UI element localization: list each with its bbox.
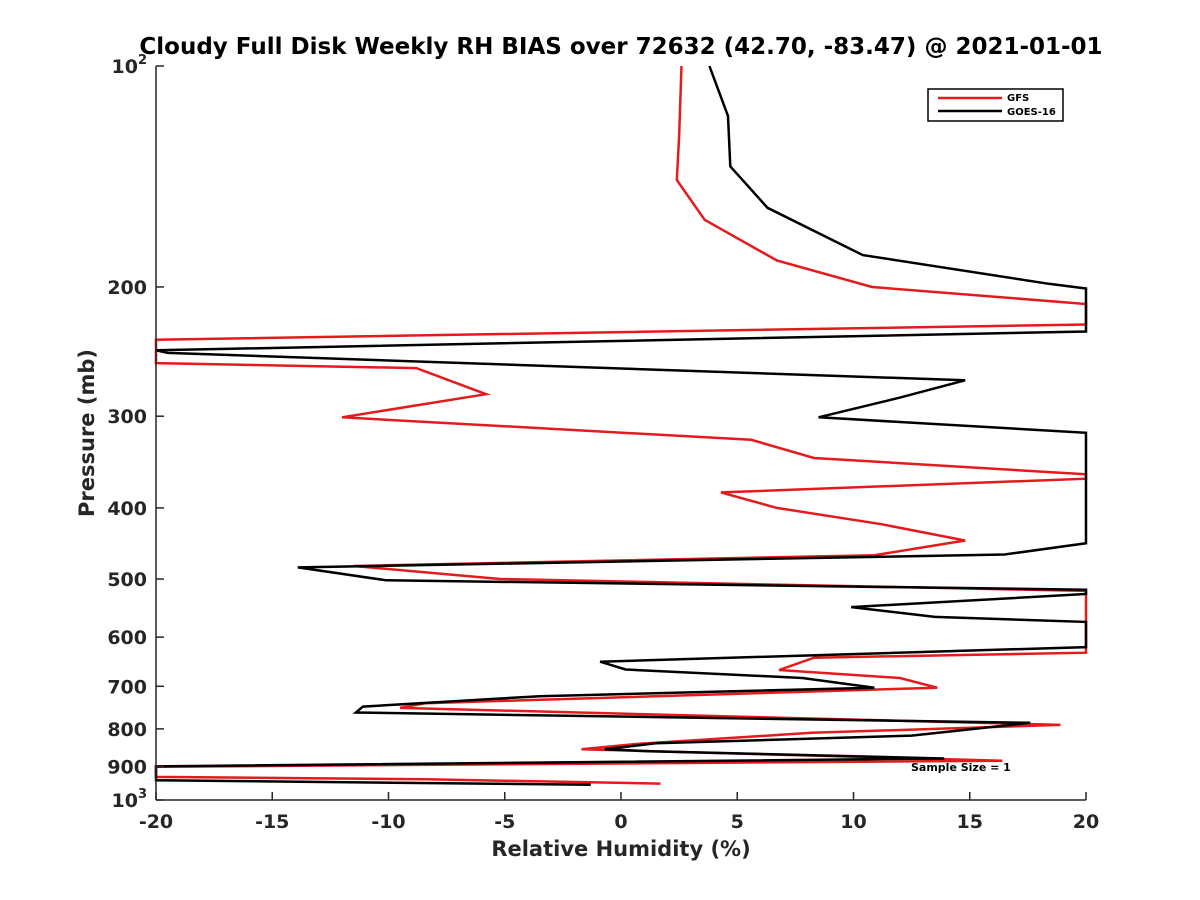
- sample-size-annotation: Sample Size = 1: [911, 761, 1011, 774]
- x-axis-ticks: -20 -15 -10 -5 0 5 10 15 20: [139, 792, 1099, 833]
- y-tick-label: 200: [107, 277, 147, 299]
- legend: GFS GOES-16: [927, 88, 1064, 122]
- y-tick-label: 102: [112, 53, 148, 78]
- series-line-goes16: [154, 65, 1088, 786]
- y-tick-label: 600: [107, 627, 147, 649]
- chart-title: Cloudy Full Disk Weekly RH BIAS over 726…: [139, 34, 1102, 60]
- y-tick-label: 900: [107, 756, 147, 778]
- series-layer: [154, 65, 1088, 786]
- y-axis-ticks: 102 200 300 400 500 600 700 800 900 103: [107, 53, 164, 812]
- x-tick-label: -20: [139, 811, 173, 833]
- y-tick-label: 800: [107, 719, 147, 741]
- y-tick-label: 300: [107, 406, 147, 428]
- x-tick-label: 10: [840, 811, 866, 833]
- legend-box: [927, 88, 1064, 122]
- y-axis-label: Pressure (mb): [75, 349, 99, 517]
- x-tick-label: -5: [494, 811, 515, 833]
- x-tick-label: -15: [255, 811, 289, 833]
- x-tick-label: 15: [957, 811, 983, 833]
- x-tick-label: 0: [614, 811, 627, 833]
- x-tick-label: 5: [731, 811, 744, 833]
- legend-label-goes16: GOES-16: [1007, 107, 1056, 118]
- y-tick-label: 500: [107, 569, 147, 591]
- x-tick-label: -10: [371, 811, 405, 833]
- y-tick-label: 700: [107, 676, 147, 698]
- x-axis-label: Relative Humidity (%): [491, 837, 750, 861]
- y-tick-label: 400: [107, 498, 147, 520]
- x-tick-label: 20: [1073, 811, 1099, 833]
- legend-label-gfs: GFS: [1007, 93, 1029, 104]
- y-tick-label: 103: [112, 787, 148, 812]
